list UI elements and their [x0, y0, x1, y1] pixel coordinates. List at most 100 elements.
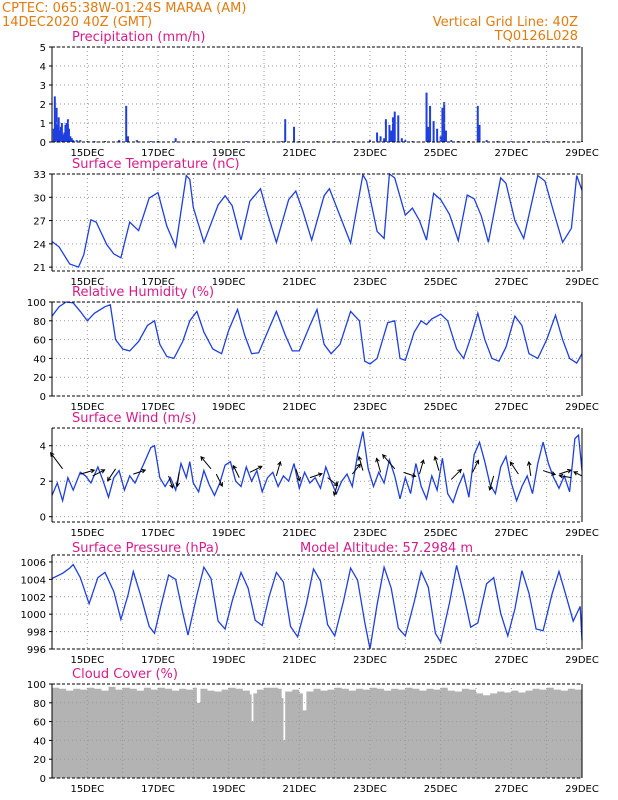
wind-arrow-19	[382, 453, 396, 470]
wind-arrow-8	[215, 473, 223, 488]
xtick-precip-6: 27DEC	[494, 148, 528, 159]
ytick-pressure-1: 998	[27, 628, 46, 639]
xtick-precip-1: 17DEC	[141, 148, 175, 159]
precip-bar-49	[391, 117, 394, 142]
wind-arrow-24	[472, 459, 480, 473]
precip-bar-69	[485, 140, 488, 142]
panel-cloud: Cloud Cover (%) 0 20 40 60 80 100 15DEC 17DEC 19D…	[27, 667, 599, 795]
xtick-temp-1: 17DEC	[141, 277, 175, 288]
xtick-pressure-1: 17DEC	[141, 655, 175, 666]
xtick-precip-2: 19DEC	[212, 148, 246, 159]
precip-bar-47	[388, 124, 391, 142]
xtick-pressure-4: 23DEC	[353, 655, 387, 666]
precip-bar-48	[390, 130, 393, 142]
panel-rh: Relative Humidity (%) 0 20 40 60 80 100 15DEC 17…	[27, 285, 599, 413]
precip-bar-56	[427, 126, 430, 142]
precip-bar-61	[441, 107, 444, 142]
xtick-pressure-2: 19DEC	[212, 655, 246, 666]
precip-bar-68	[478, 124, 481, 142]
precip-bar-67	[476, 105, 479, 142]
series-line-temp-0	[51, 172, 583, 268]
wind-arrow-6	[175, 472, 180, 488]
xtick-pressure-0: 15DEC	[70, 655, 104, 666]
precip-bar-24	[125, 105, 128, 142]
panel-precip: Precipitation (mm/h) 0 1 2 3 4 5 15DEC 17DEC 19DE…	[40, 30, 599, 159]
wind-arrow-2	[92, 469, 106, 477]
precip-bar-6	[58, 130, 61, 142]
precip-bar-19	[79, 140, 82, 142]
precip-bar-43	[376, 132, 379, 142]
precip-bar-51	[397, 115, 400, 142]
precip-bar-59	[436, 128, 439, 142]
xtick-wind-7: 29DEC	[565, 528, 599, 539]
wind-arrow-5	[168, 475, 174, 489]
precip-bar-71	[510, 141, 513, 142]
precip-bar-5	[57, 117, 60, 142]
wind-arrow-16	[351, 463, 361, 475]
xtick-rh-4: 23DEC	[353, 402, 387, 413]
precip-bar-35	[280, 141, 283, 142]
precip-bar-62	[443, 102, 446, 142]
precip-bar-52	[400, 138, 403, 142]
precip-bar-25	[126, 136, 129, 142]
ytick-cloud-3: 60	[33, 718, 46, 729]
ytick-pressure-0: 996	[27, 645, 46, 656]
wind-arrow-31	[573, 471, 583, 477]
precip-bar-53	[404, 140, 407, 142]
xtick-cloud-3: 21DEC	[282, 784, 316, 795]
precip-bar-18	[75, 140, 78, 142]
ytick-precip-5: 5	[40, 43, 46, 54]
header-station: CPTEC: 065:38W-01:24S MARAA (AM)	[2, 1, 246, 16]
xtick-rh-5: 25DEC	[424, 402, 458, 413]
panel-wind: Surface Wind (m/s) 0 2 4 15DEC 17DEC 19DEC 21DE…	[40, 411, 599, 539]
precip-bar-73	[545, 141, 548, 142]
ytick-precip-3: 3	[40, 81, 46, 92]
wind-arrow-30	[558, 473, 572, 479]
header-model: TQ0126L028	[494, 29, 578, 44]
wind-arrow-11	[275, 460, 282, 477]
precip-bar-8	[60, 123, 63, 142]
xtick-pressure-6: 27DEC	[494, 655, 528, 666]
precip-bar-33	[245, 141, 248, 142]
wind-arrow-13	[309, 472, 323, 479]
xtick-rh-7: 29DEC	[565, 402, 599, 413]
wind-arrow-28	[542, 470, 557, 476]
precip-bar-63	[444, 130, 447, 142]
xtick-rh-1: 17DEC	[141, 402, 175, 413]
ytick-rh-2: 40	[33, 354, 46, 365]
ytick-cloud-0: 0	[40, 774, 46, 785]
panel-pressure: Surface Pressure (hPa) Model Altitude: 57…	[21, 541, 599, 666]
xtick-temp-0: 15DEC	[70, 277, 104, 288]
precip-bar-7	[59, 126, 62, 142]
wind-arrow-23	[450, 468, 463, 480]
ytick-temp-2: 27	[33, 217, 46, 228]
precip-bar-11	[64, 124, 67, 142]
ytick-precip-2: 2	[40, 100, 46, 111]
precip-bar-1	[53, 96, 56, 142]
cloud-cover-area	[52, 686, 582, 778]
xtick-precip-0: 15DEC	[70, 148, 104, 159]
series-line-pressure-0	[51, 563, 583, 650]
precip-bar-45	[383, 138, 386, 142]
xtick-cloud-6: 27DEC	[494, 784, 528, 795]
wind-arrow-0	[49, 451, 63, 470]
xtick-cloud-5: 25DEC	[424, 784, 458, 795]
xtick-wind-4: 23DEC	[353, 528, 387, 539]
precip-bar-0	[52, 128, 55, 142]
wind-arrow-3	[107, 468, 117, 482]
xtick-precip-3: 21DEC	[282, 148, 316, 159]
precip-bar-50	[393, 111, 396, 142]
precip-bar-26	[135, 140, 138, 142]
ytick-temp-4: 33	[33, 170, 46, 181]
precip-bar-31	[210, 141, 212, 142]
ytick-wind-1: 2	[40, 477, 46, 488]
ytick-cloud-1: 20	[33, 755, 46, 766]
precip-bar-9	[61, 134, 64, 142]
precip-bar-4	[56, 124, 59, 142]
wind-arrow-20	[403, 471, 417, 478]
xtick-precip-5: 25DEC	[424, 148, 458, 159]
xtick-rh-3: 21DEC	[282, 402, 316, 413]
xtick-wind-1: 17DEC	[141, 528, 175, 539]
ytick-pressure-4: 1004	[21, 575, 46, 586]
